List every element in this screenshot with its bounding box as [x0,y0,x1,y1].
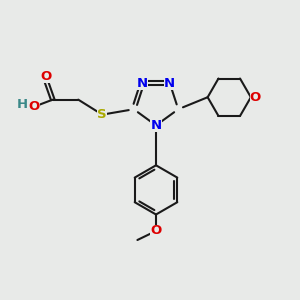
Text: O: O [250,91,261,104]
Text: S: S [98,108,107,121]
Text: N: N [164,76,175,90]
Text: O: O [40,70,51,83]
Text: H: H [17,98,28,111]
Text: O: O [28,100,40,113]
Text: N: N [150,119,162,132]
Text: O: O [150,224,162,238]
Text: N: N [137,76,148,90]
